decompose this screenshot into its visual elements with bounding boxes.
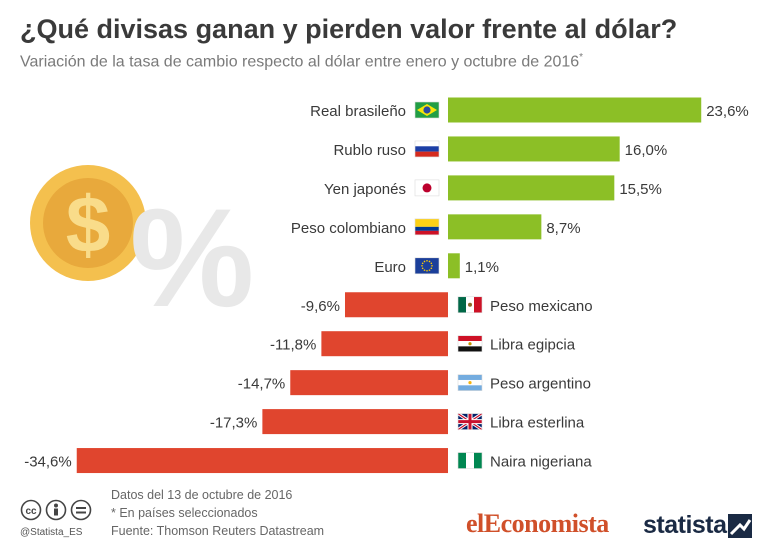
subtitle-text: Variación de la tasa de cambio respecto … [20,53,580,71]
brazil-flag-icon [414,101,440,119]
eu-flag-icon [414,257,440,275]
statista-mark-icon [728,514,752,538]
value-label-4: 1,1% [465,259,499,276]
decoration-group: $ % [30,165,254,336]
category-label-4: Euro [374,259,406,276]
category-label-0: Real brasileño [310,103,406,120]
category-label-5: Peso mexicano [490,298,593,315]
value-label-1: 16,0% [625,142,668,159]
category-label-1: Rublo ruso [333,142,406,159]
footer-notes: Datos del 13 de octubre de 2016 * En paí… [111,486,324,540]
value-label-9: -34,6% [24,454,72,471]
source-note: Fuente: Thomson Reuters Datastream [111,524,325,538]
date-note: Datos del 13 de octubre de 2016 [111,488,293,502]
value-label-8: -17,3% [210,415,258,432]
eleconomista-logo[interactable]: elEconomista [466,509,609,538]
nigeria-flag-icon [457,452,483,469]
bar-8 [262,409,448,435]
value-label-3: 8,7% [546,220,580,237]
coin-dollar-icon: $ [66,180,111,269]
bar-6 [321,331,448,357]
svg-text:cc: cc [25,506,37,517]
no-derivatives-icon [70,499,92,521]
statista-handle: @Statista_ES [20,527,83,538]
chart-title: ¿Qué divisas ganan y pierden valor frent… [20,14,678,44]
bar-2 [448,175,615,201]
subtitle-footnote-mark: * [579,52,584,63]
bar-3 [448,214,542,240]
value-label-2: 15,5% [619,181,662,198]
bar-7 [290,370,448,396]
bar-1 [448,136,620,162]
value-label-5: -9,6% [301,298,340,315]
bar-9 [76,448,448,474]
category-label-6: Libra egipcia [490,337,576,354]
colombia-flag-icon [414,218,440,236]
cc-license-icons: cc [20,499,102,526]
bar-5 [344,292,448,318]
category-label-8: Libra esterlina [490,415,585,432]
category-label-9: Naira nigeriana [490,454,592,471]
statista-logo[interactable]: statista [643,511,727,539]
cc-icon: cc [20,499,42,521]
value-label-0: 23,6% [706,103,749,120]
coin-icon-inner [43,178,133,268]
bar-0 [448,97,702,123]
bar-4 [448,253,460,279]
value-label-6: -11,8% [270,337,316,354]
category-label-2: Yen japonés [324,181,406,198]
uk-flag-icon [457,412,483,431]
value-label-7: -14,7% [238,376,286,393]
category-label-3: Peso colombiano [291,220,406,237]
attribution-icon [45,499,67,521]
russia-flag-icon [414,140,440,158]
argentina-flag-icon [457,374,483,391]
selection-note: * En países seleccionados [111,506,258,520]
japan-flag-icon [414,179,440,197]
bars-group: 23,6% Real brasileño 16,0% Rublo ruso 15,5% Y… [24,97,749,474]
chart-subtitle: Variación de la tasa de cambio respecto … [20,52,583,71]
category-label-7: Peso argentino [490,376,591,393]
egypt-flag-icon [457,335,483,353]
mexico-flag-icon [457,296,483,314]
percent-watermark-icon: % [130,179,254,336]
